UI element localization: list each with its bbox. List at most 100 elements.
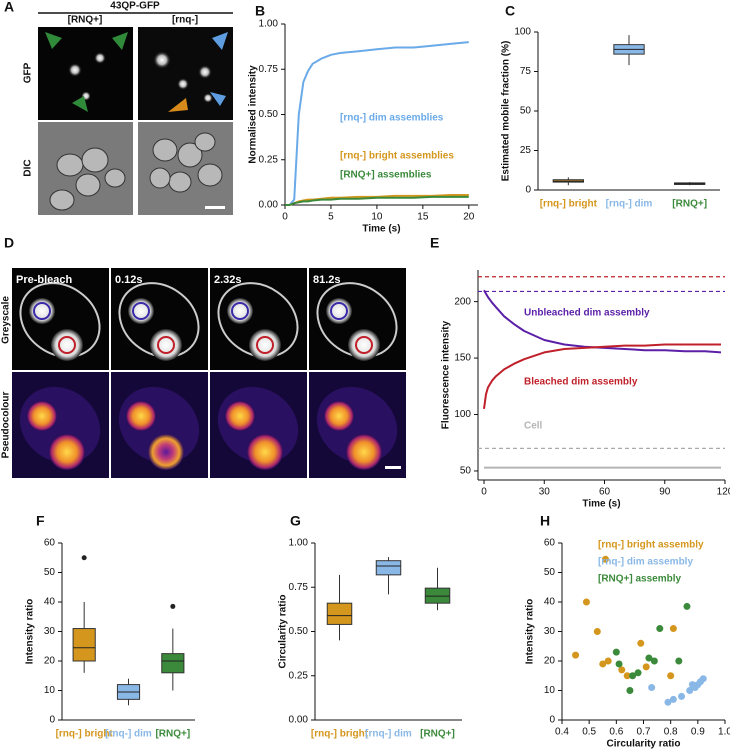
x-tick-label: 0.9 — [691, 727, 705, 738]
series-label: Unbleached dim assembly — [524, 308, 650, 319]
assembly-heat — [346, 434, 382, 470]
series-label: Cell — [524, 421, 543, 432]
category-label: [rnq-] dim — [365, 729, 412, 740]
point — [664, 698, 672, 706]
x-tick-label: 0.5 — [582, 727, 596, 738]
point — [686, 687, 694, 694]
assembly-heat — [324, 401, 354, 431]
y-tick-label: 50 — [520, 106, 532, 117]
point — [599, 660, 607, 668]
x-axis-title: Time (s) — [362, 224, 400, 235]
point — [669, 625, 677, 633]
x-tick-label: 1.0 — [718, 727, 730, 738]
timepoint-label: Pre-bleach — [16, 274, 73, 286]
y-tick-label: 0.00 — [289, 715, 309, 726]
assembly-heat — [27, 401, 57, 431]
point — [648, 684, 656, 692]
column-label: [RNQ+] — [68, 15, 103, 26]
y-tick-label: 0.00 — [259, 200, 279, 211]
point — [601, 555, 609, 563]
outlier — [81, 555, 87, 561]
x-tick-label: 20 — [463, 212, 475, 223]
x-tick-label: 0 — [481, 487, 487, 498]
panel-label: A — [4, 0, 14, 15]
y-axis-title: Intensity ratio — [25, 599, 36, 665]
legend-entry: [rnq-] dim assembly — [598, 557, 693, 568]
y-tick-label: 60 — [44, 538, 56, 549]
timepoint-label: 81.2s — [313, 274, 341, 286]
y-tick-label: 200 — [454, 296, 471, 307]
cell-outline — [19, 282, 101, 358]
y-axis-title: Fluorescence intensity — [441, 320, 452, 429]
roi-bleached — [355, 336, 373, 354]
y-tick-label: 60 — [544, 538, 556, 549]
x-tick-label: 15 — [417, 212, 429, 223]
y-tick-label: 0.25 — [259, 154, 279, 165]
category-label: [rnq-] bright — [56, 729, 114, 740]
y-tick-label: 30 — [44, 626, 56, 637]
point — [604, 657, 612, 665]
assembly-heat — [126, 401, 156, 431]
y-tick-label: 0.50 — [259, 109, 279, 120]
y-tick-label: 0 — [549, 715, 555, 726]
category-label: [rnq-] dim — [606, 199, 653, 210]
y-tick-label: 0.25 — [289, 670, 309, 681]
y-tick-label: 1.00 — [289, 538, 309, 549]
timepoint-label: 2.32s — [214, 274, 242, 286]
micrographs-d — [12, 268, 406, 478]
panel-label: G — [290, 513, 301, 529]
point — [667, 672, 675, 680]
roi-unbleached — [330, 302, 348, 320]
series-line — [285, 41, 469, 206]
assembly — [128, 298, 154, 324]
point — [699, 675, 707, 683]
point — [642, 663, 650, 671]
y-tick-label: 20 — [44, 656, 56, 667]
point — [675, 657, 683, 665]
y-tick-label: 0.50 — [289, 626, 309, 637]
y-tick-label: 150 — [454, 353, 471, 364]
y-tick-label: 50 — [44, 567, 56, 578]
series-label: [rnq-] bright assemblies — [340, 151, 454, 162]
legend-entry: [RNQ+] assembly — [598, 574, 682, 585]
point — [669, 695, 677, 703]
panel-label: H — [540, 513, 550, 529]
point — [572, 651, 580, 659]
figure-header: 43QP-GFP — [110, 1, 160, 12]
scale-bar — [385, 466, 401, 469]
row-label: Greyscale — [1, 296, 12, 344]
y-tick-label: 1.00 — [259, 19, 279, 30]
point — [645, 654, 653, 662]
point — [656, 625, 664, 633]
y-tick-label: 75 — [520, 66, 532, 77]
roi-bleached — [157, 336, 175, 354]
y-tick-label: 10 — [44, 685, 56, 696]
box — [161, 653, 185, 674]
assembly — [51, 329, 83, 361]
x-tick-label: 0 — [282, 212, 288, 223]
x-tick-label: 0.8 — [664, 727, 678, 738]
point — [582, 598, 590, 606]
outlier — [170, 603, 176, 609]
cell-outline — [217, 282, 299, 358]
point — [629, 672, 637, 680]
assembly — [348, 329, 380, 361]
panel-label: B — [255, 3, 265, 19]
y-tick-label: 0.75 — [289, 582, 309, 593]
y-tick-label: 100 — [454, 409, 471, 420]
panel-label: C — [505, 3, 515, 19]
point — [618, 666, 626, 674]
roi-unbleached — [231, 302, 249, 320]
micrographs-a — [38, 27, 233, 215]
panel-label: E — [430, 235, 439, 251]
panel-label: D — [4, 235, 14, 251]
y-tick-label: 0 — [525, 185, 531, 196]
series-line — [285, 195, 469, 206]
x-tick-label: 30 — [539, 487, 551, 498]
box — [72, 628, 96, 662]
x-tick-label: 0.6 — [609, 727, 623, 738]
roi-bleached — [256, 336, 274, 354]
row-label: DIC — [23, 159, 34, 176]
y-tick-label: 0 — [49, 715, 55, 726]
point — [678, 692, 686, 700]
